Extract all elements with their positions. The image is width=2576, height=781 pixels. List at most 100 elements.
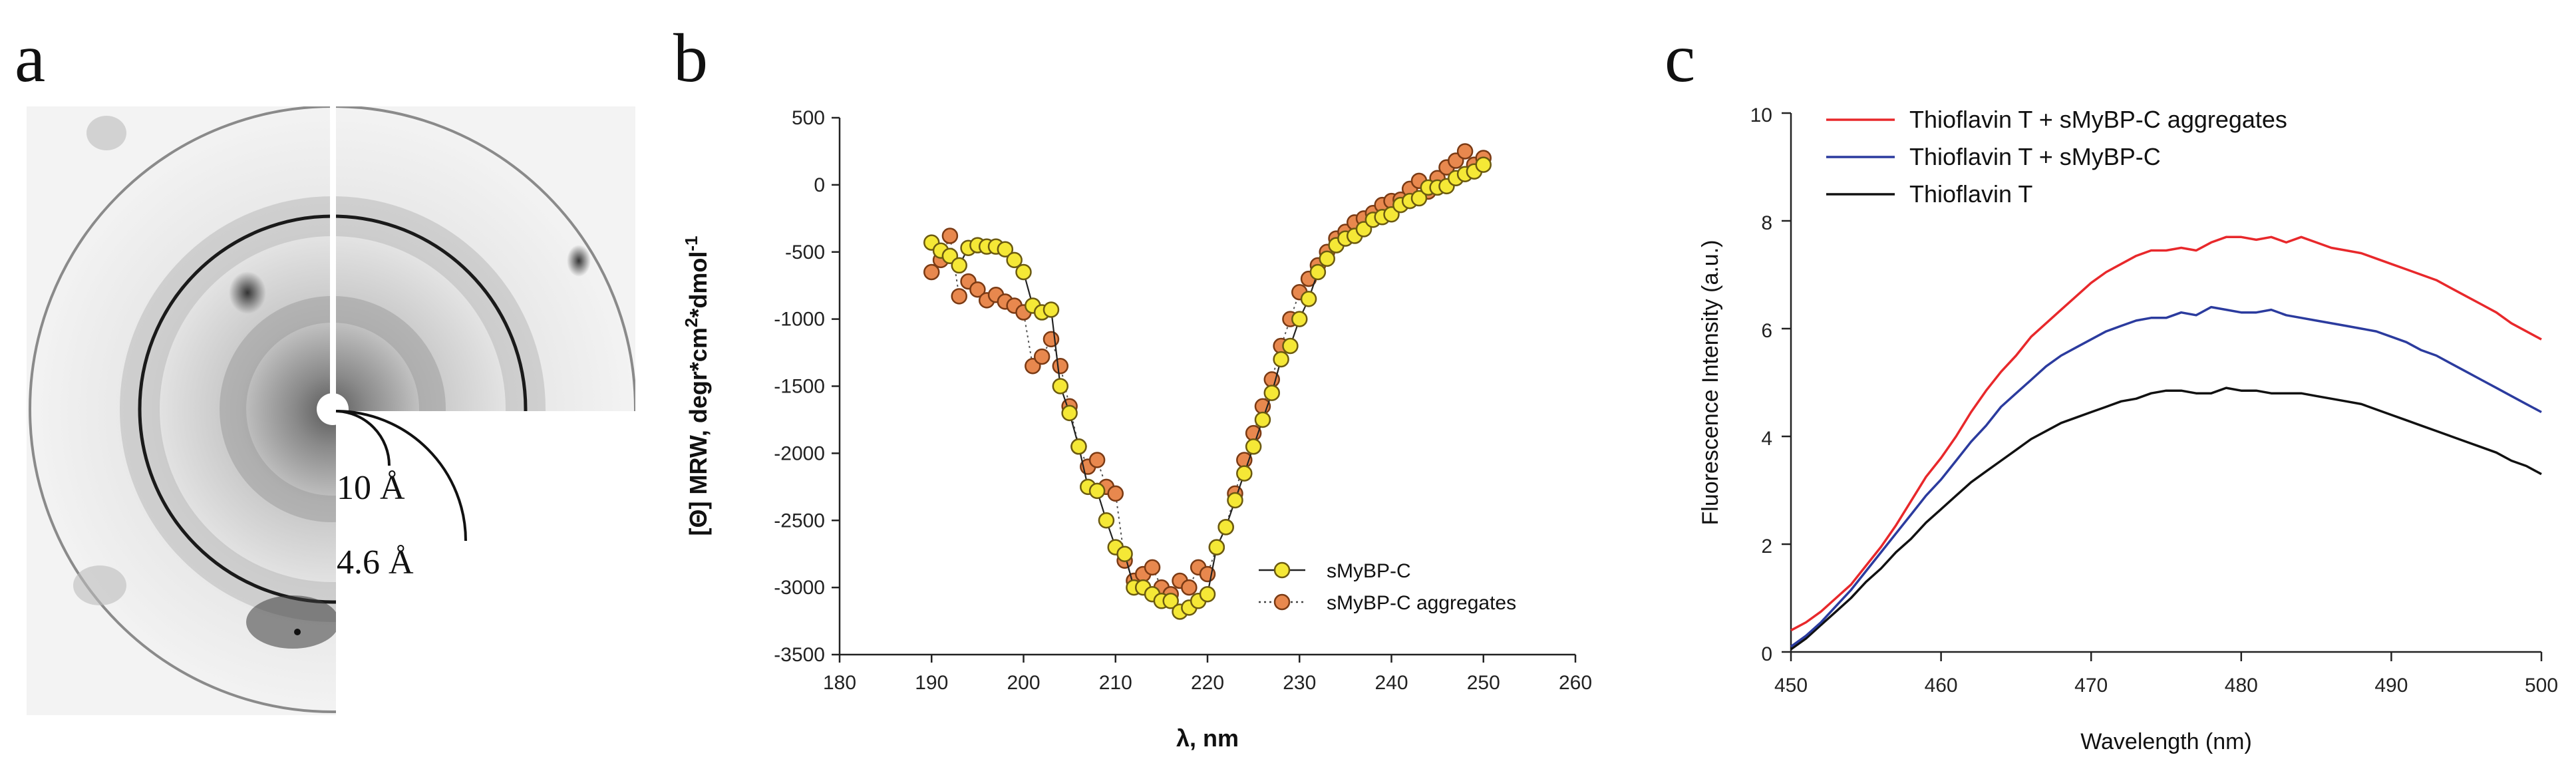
b-x-axis-title: λ, nm [1176,724,1239,752]
b-point-s1-14 [1052,357,1069,375]
b-point-s1-3 [951,288,967,305]
b-legend-label-smybpc: sMyBP-C [1327,560,1411,582]
c-x-tick-label-1: 460 [1925,675,1958,697]
reflection-dot [294,629,301,635]
b-x-tick-label-6: 240 [1374,672,1408,694]
b-x-tick-label-7: 250 [1467,672,1500,694]
b-x-tick-label-3: 210 [1099,672,1132,694]
c-y-tick-label-0: 0 [1761,643,1772,665]
b-x-tick-label-8: 260 [1559,672,1592,694]
c-y-tick-label-4: 8 [1761,212,1772,234]
b-point-s0-32 [1217,519,1234,536]
b-point-s0-26 [1162,593,1179,609]
b-point-s0-8 [997,241,1014,257]
b-point-s0-37 [1263,385,1281,401]
b-point-s0-14 [1052,378,1069,394]
c-series-line-0 [1790,235,2542,632]
c-x-tick-label-0: 450 [1774,675,1808,697]
c-x-tick-label-4: 490 [2374,675,2408,697]
b-y-tick-label-4: -1500 [774,376,825,398]
b-x-tick-label-4: 220 [1191,672,1224,694]
b-point-s0-41 [1300,291,1317,307]
c-y-tick-label-3: 6 [1761,320,1772,342]
b-y-axis-title-sup1: 2 [681,318,701,327]
b-point-s0-15 [1061,404,1078,422]
b-legend: sMyBP-C sMyBP-C aggregates [1259,560,1516,614]
c-legend-label-2: Thioflavin T [1909,180,2032,208]
reflection-spot-3 [246,595,339,649]
b-y-tick-label-6: -2500 [774,510,825,532]
b-point-s0-39 [1282,337,1299,355]
b-point-s0-3 [951,257,967,274]
label-4-6-angstrom: 4.6 Å [337,544,414,581]
b-y-tick-label-0: 500 [792,107,825,129]
b-point-s0-36 [1254,411,1271,428]
b-point-s0-9 [1006,251,1023,269]
reflection-spot-5 [73,565,126,605]
c-y-axis-title: Fluorescence Intensity (a.u.) [1698,240,1723,526]
c-series-line-2 [1790,387,2542,651]
c-legend-label-1: Thioflavin T + sMyBP-C [1909,143,2161,170]
b-y-tick-label-1: 0 [814,174,825,196]
b-y-axis-title-part1: [Θ] MRW, degr*cm [685,327,712,536]
b-point-s0-10 [1015,263,1032,281]
b-legend-label-aggregates: sMyBP-C aggregates [1327,592,1516,614]
b-legend-marker-aggregates [1273,593,1291,611]
b-y-tick-label-5: -2000 [774,442,825,464]
ring-arc-4-6-angstrom [335,410,467,542]
fluorescence-chart: 0 2 4 6 8 10 450 460 470 480 490 500 Wavelength (n… [1698,104,2558,754]
b-point-s1-58 [1456,143,1474,160]
b-point-s0-33 [1227,492,1243,509]
c-y-tick-label-2: 4 [1761,428,1772,450]
b-point-s0-34 [1236,465,1253,482]
b-point-s0-42 [1309,263,1327,281]
b-series-line-0 [931,164,1484,613]
b-point-s0-31 [1208,539,1225,555]
b-point-s1-24 [1144,559,1161,576]
cd-spectrum-chart: 500 0 -500 -1000 -1500 -2000 -2500 -3000 -3500 1… [681,107,1592,752]
b-legend-marker-smybpc [1273,561,1291,579]
c-x-tick-label-2: 470 [2074,675,2108,697]
b-x-tick-label-5: 230 [1283,672,1316,694]
b-point-s0-53 [1410,190,1428,207]
b-y-tick-label-7: -3000 [774,577,825,599]
c-x-axis-title: Wavelength (nm) [2080,729,2252,754]
c-y-tick-label-1: 2 [1761,536,1772,557]
reflection-spot-1 [229,271,266,314]
panel-letter-c: c [1665,20,1696,96]
b-point-s1-2 [941,228,959,244]
label-10-angstrom: 10 Å [337,469,405,507]
b-x-tick-label-1: 190 [915,672,948,694]
b-point-s0-30 [1199,585,1216,603]
b-point-s0-43 [1319,250,1335,267]
b-series-line-1 [931,150,1484,595]
b-point-s1-18 [1088,452,1106,468]
reflection-spot-4 [86,116,126,150]
b-point-s1-20 [1107,485,1124,502]
b-point-s0-21 [1116,546,1133,562]
c-legend: Thioflavin T + sMyBP-C aggregates Thiofla… [1826,106,2287,208]
b-point-s0-16 [1070,438,1087,455]
beamstop-arm [330,106,336,412]
c-series-line-1 [1790,305,2542,648]
b-y-tick-label-2: -500 [785,241,825,263]
diffraction-pattern: 10 Å 4.6 Å [27,106,635,715]
b-point-s1-5 [969,281,986,298]
b-point-s0-19 [1098,512,1115,529]
c-y-tick-label-5: 10 [1750,104,1772,126]
b-y-axis-title-part2: *dmol [685,251,712,318]
c-x-tick-label-3: 480 [2225,675,2258,697]
b-point-s1-0 [923,263,940,281]
c-legend-label-0: Thioflavin T + sMyBP-C aggregates [1909,106,2287,133]
b-point-s0-38 [1273,351,1289,368]
b-point-s0-35 [1245,438,1262,455]
panel-letter-a: a [15,20,46,96]
panel-letter-b: b [673,20,708,96]
b-y-tick-label-8: -3500 [774,644,825,666]
outer-ring [29,106,635,713]
b-point-s1-13 [1043,331,1060,348]
b-point-s0-18 [1088,482,1106,500]
b-y-tick-label-3: -1000 [774,309,825,331]
b-x-tick-label-0: 180 [823,672,856,694]
